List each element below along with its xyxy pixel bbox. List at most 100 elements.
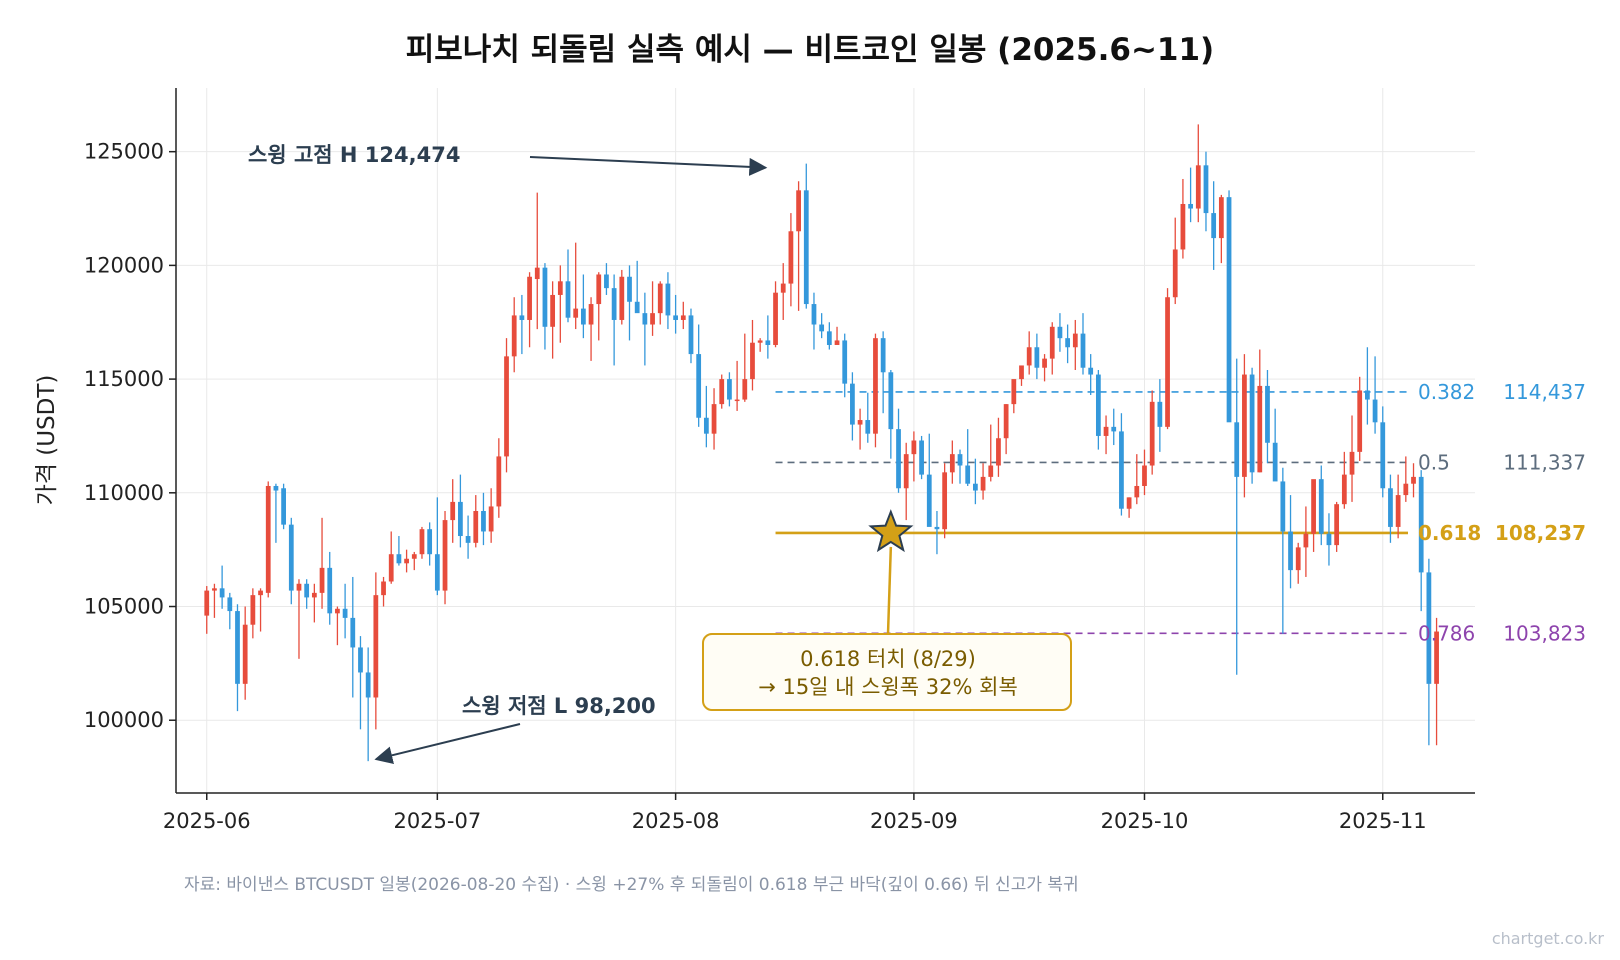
candle xyxy=(957,449,963,484)
candle xyxy=(934,511,940,555)
candle xyxy=(949,440,955,484)
candle xyxy=(1203,151,1209,232)
candle-body xyxy=(396,554,402,564)
candle xyxy=(611,274,617,366)
candle-body xyxy=(311,592,317,598)
candle-body xyxy=(1388,488,1393,527)
candle-body xyxy=(427,529,433,555)
candle-body xyxy=(619,276,625,320)
candle xyxy=(742,333,748,402)
candle-body xyxy=(873,338,878,434)
candle xyxy=(1049,322,1055,375)
candle-body xyxy=(780,283,786,293)
candle-body xyxy=(235,611,240,684)
candle xyxy=(1418,470,1424,612)
candle-body xyxy=(335,608,340,614)
candle-body xyxy=(458,501,463,537)
candle xyxy=(542,263,548,350)
candle-body xyxy=(765,340,771,345)
candle xyxy=(1080,313,1086,375)
candle xyxy=(1072,319,1078,370)
candle xyxy=(1103,415,1109,455)
candle-body xyxy=(850,383,855,425)
candle xyxy=(1211,181,1217,270)
candle-body xyxy=(965,465,971,484)
candle-body xyxy=(1049,326,1055,359)
candle xyxy=(335,606,340,646)
candle xyxy=(1272,408,1278,482)
candle xyxy=(857,408,863,450)
candle xyxy=(442,511,448,605)
credit: chartget.co.kr xyxy=(1492,929,1605,948)
candle xyxy=(788,213,794,307)
candle-body xyxy=(1341,474,1347,505)
candle-body xyxy=(1149,401,1155,466)
candle-body xyxy=(219,588,225,598)
candle-body xyxy=(796,190,801,232)
axes xyxy=(175,88,1475,794)
candle xyxy=(1434,617,1439,746)
candle-body xyxy=(1288,531,1293,571)
candle xyxy=(888,370,894,459)
candle-body xyxy=(465,536,471,543)
y-tick-label: 115000 xyxy=(84,367,164,391)
candle-body xyxy=(1172,249,1178,298)
candle-body xyxy=(1272,442,1278,482)
candle xyxy=(1065,324,1071,364)
candle xyxy=(1257,349,1263,473)
candle-body xyxy=(773,292,778,345)
candle xyxy=(873,333,878,448)
candle-body xyxy=(1372,399,1378,423)
candle xyxy=(1380,406,1386,498)
candle xyxy=(1142,449,1147,496)
candle xyxy=(465,515,471,559)
candle xyxy=(1249,367,1255,484)
candle xyxy=(1349,415,1355,502)
candle-body xyxy=(1088,367,1094,375)
source-note: 자료: 바이낸스 BTCUSDT 일봉(2026-08-20 수집) · 스윙 … xyxy=(184,875,1079,895)
candle xyxy=(1095,370,1101,450)
candle-body xyxy=(880,338,886,373)
candle-body xyxy=(1026,347,1032,366)
candle xyxy=(342,583,348,639)
candle-body xyxy=(1003,404,1009,439)
candle-body xyxy=(657,283,663,314)
candle xyxy=(803,163,809,309)
candle-body xyxy=(273,485,279,491)
touch-connector xyxy=(886,546,893,635)
candle-body xyxy=(1218,197,1224,239)
candle-body xyxy=(949,454,955,473)
candle xyxy=(727,372,732,407)
candle xyxy=(1149,390,1155,475)
candle-body xyxy=(727,379,732,400)
candle-body xyxy=(550,294,556,327)
candle-body xyxy=(534,267,540,280)
candle xyxy=(711,388,717,450)
candle-body xyxy=(242,624,248,684)
candle xyxy=(942,463,948,539)
candle-body xyxy=(627,276,632,302)
candle xyxy=(819,313,825,339)
candle xyxy=(311,583,317,623)
candle-body xyxy=(450,501,456,521)
candle-body xyxy=(750,342,755,380)
candle-body xyxy=(1072,333,1078,348)
candle xyxy=(573,242,579,330)
candle xyxy=(1042,354,1047,382)
candle-body xyxy=(411,554,417,559)
candle-body xyxy=(1280,481,1286,532)
candle-body xyxy=(1157,401,1163,427)
candle xyxy=(1165,288,1170,430)
candle-body xyxy=(404,558,409,564)
candle-body xyxy=(1065,338,1071,348)
candle-body xyxy=(604,274,609,289)
candle-body xyxy=(903,454,909,489)
candle-body xyxy=(527,276,532,320)
candle-body xyxy=(896,429,901,489)
candle xyxy=(588,297,594,361)
x-tick-label: 2025-11 xyxy=(1339,809,1427,833)
candle xyxy=(411,551,417,571)
candle xyxy=(642,292,648,366)
candle xyxy=(1388,474,1393,543)
candle xyxy=(488,488,494,543)
